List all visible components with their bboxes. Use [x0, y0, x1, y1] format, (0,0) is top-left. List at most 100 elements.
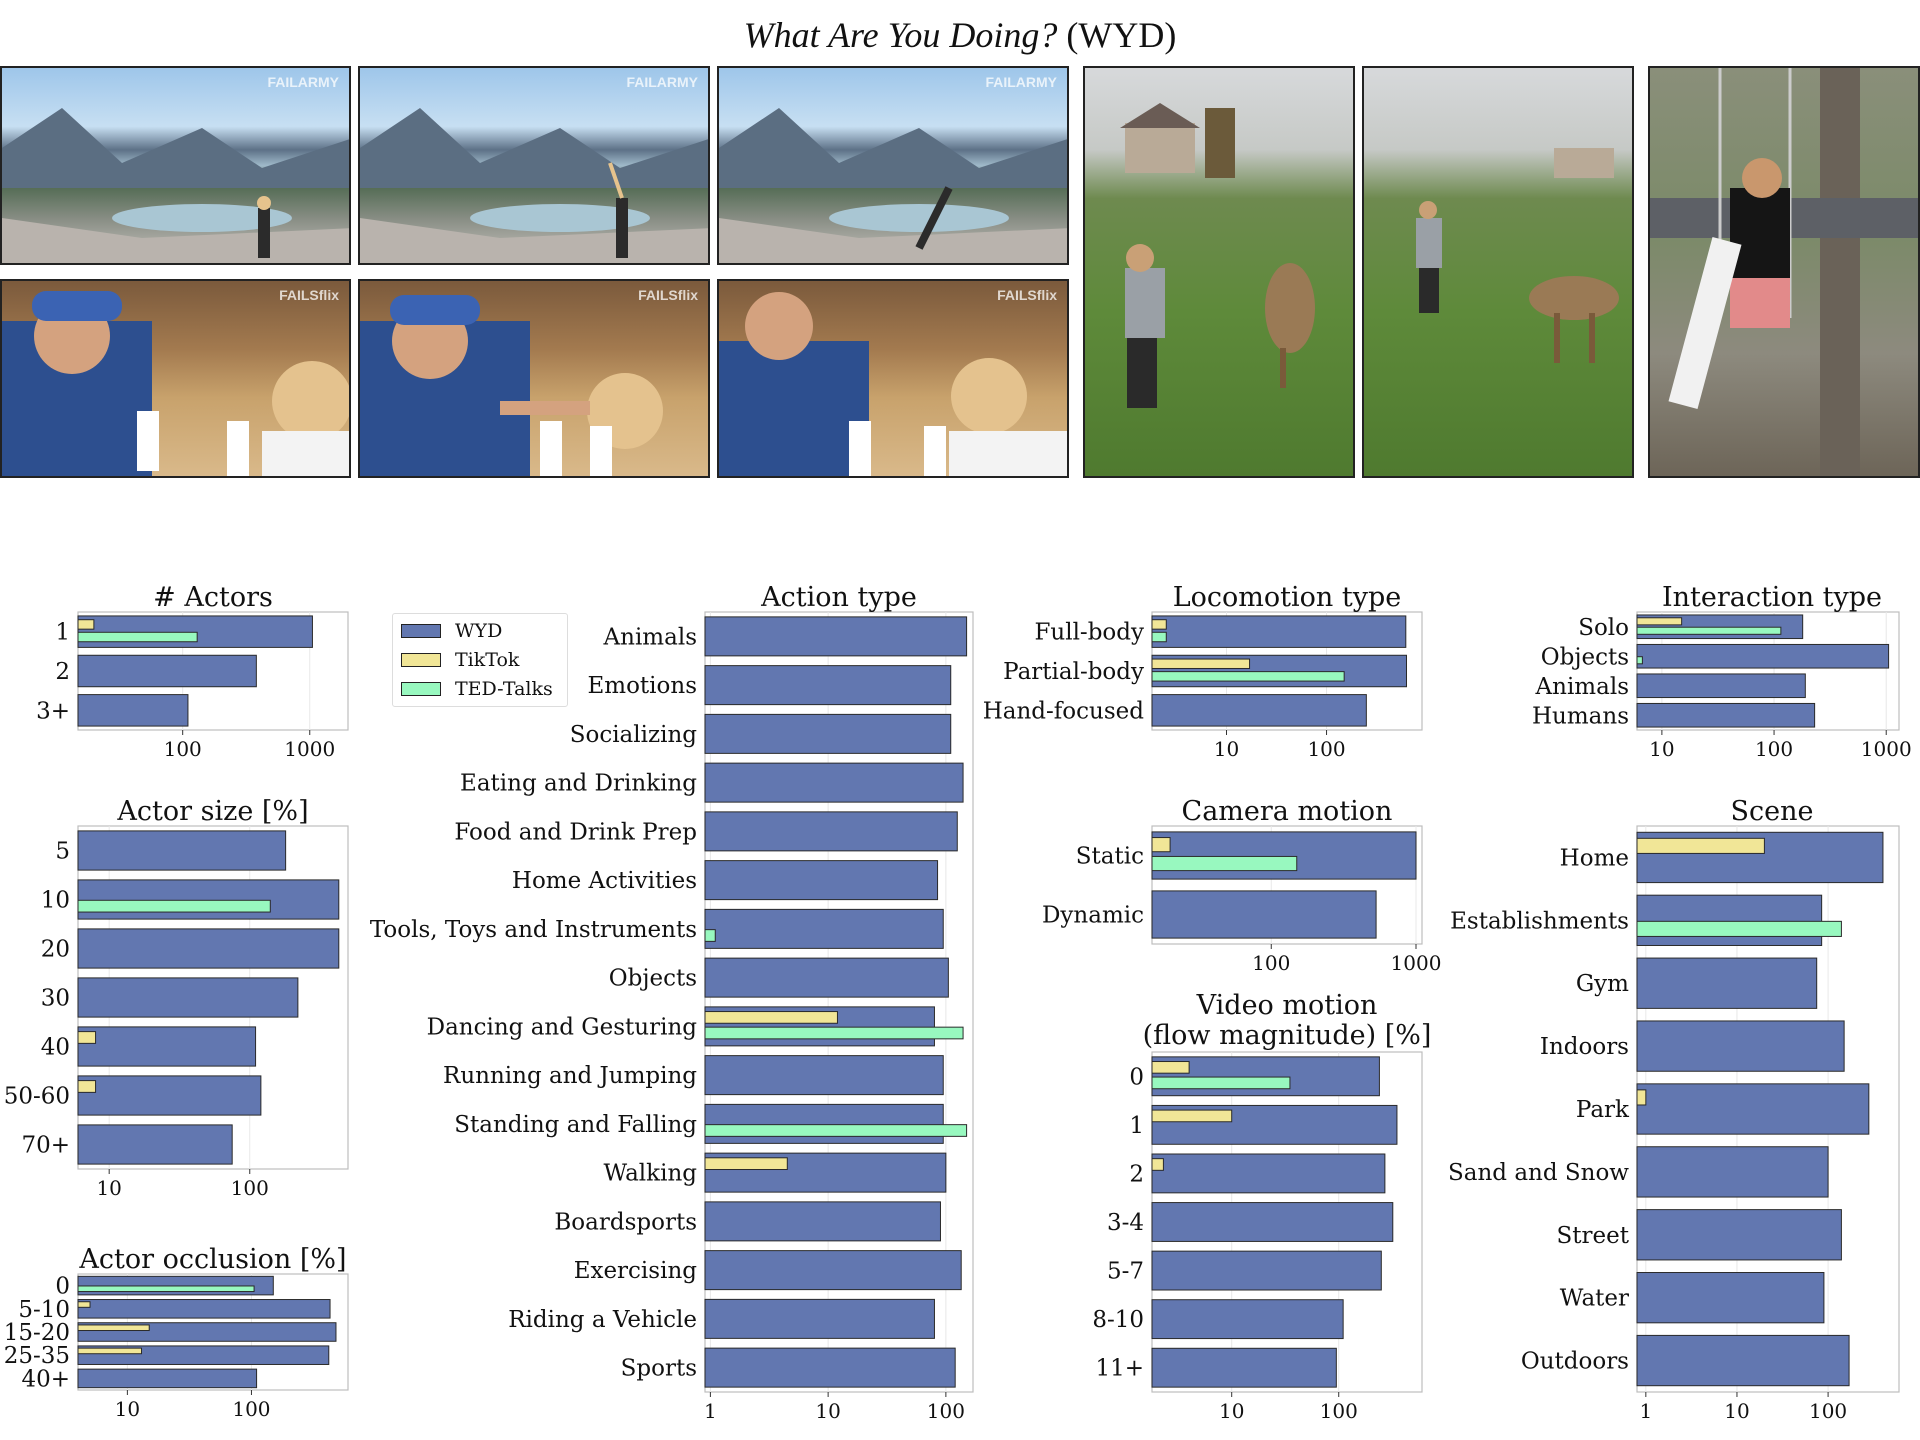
category-label: Boardsports — [554, 1209, 697, 1235]
bar-wyd — [704, 1250, 962, 1291]
chart-title: Action type — [760, 582, 917, 613]
category-label: Exercising — [574, 1258, 698, 1284]
bar-tiktok — [1636, 617, 1683, 626]
chart-locomotion-type: Locomotion type 10 100 Full-body Partial-bod… — [983, 582, 1423, 761]
bar-ted-talks — [1636, 920, 1842, 937]
bar-wyd — [77, 1075, 262, 1116]
bar-wyd — [1151, 694, 1367, 727]
bar-wyd — [704, 665, 952, 706]
bar-wyd — [1636, 894, 1823, 946]
chart-title: Actor size [%] — [116, 796, 308, 827]
chart-actors: # Actors 100 1000 1 2 3+ — [36, 582, 349, 761]
category-label: Hand-focused — [983, 698, 1145, 724]
bar-ted-talks — [1151, 671, 1345, 682]
bar-tiktok — [77, 1080, 97, 1093]
category-label: Dancing and Gesturing — [427, 1014, 698, 1040]
lawn-deer-scene-1 — [1120, 103, 1315, 408]
category-label: 25-35 — [4, 1343, 70, 1369]
bar-wyd — [77, 1124, 233, 1165]
bar-ted-talks — [1151, 631, 1167, 643]
category-label: Park — [1576, 1097, 1630, 1123]
chart-camera-motion: Camera motion 100 1000 Static Dynamic — [1042, 796, 1441, 975]
video-frame: FAILARMY — [0, 66, 351, 265]
category-label: 30 — [41, 986, 70, 1012]
category-label: 20 — [41, 937, 70, 963]
bar-wyd — [77, 694, 189, 727]
category-label: 5 — [55, 839, 70, 865]
lawn-deer-scene-2 — [1416, 148, 1619, 363]
tick-label: 100 — [1809, 1399, 1847, 1423]
chart-interaction-type: Interaction type 10 100 1000 Solo Objects Anim… — [1532, 582, 1912, 761]
bar-tiktok — [1151, 1158, 1164, 1171]
tick-label: 10 — [1649, 737, 1674, 761]
category-label: Static — [1076, 844, 1144, 870]
bar-wyd — [704, 1201, 941, 1242]
bar-wyd — [1151, 1347, 1337, 1388]
bar-ted-talks — [704, 929, 716, 942]
chart-title: (flow magnitude) [%] — [1143, 1020, 1432, 1051]
tick-label: 100 — [232, 1397, 270, 1421]
bar-wyd — [704, 860, 939, 901]
legend: WYD TikTok TED-Talks — [392, 613, 568, 707]
video-frame — [1648, 66, 1920, 478]
category-label: 3-4 — [1107, 1210, 1144, 1236]
video-frame — [1362, 66, 1634, 478]
chart-title: Camera motion — [1182, 796, 1393, 827]
category-label: Dynamic — [1042, 903, 1144, 929]
category-label: Home Activities — [512, 868, 697, 894]
bar-wyd — [77, 615, 313, 648]
tick-label: 10 — [815, 1399, 840, 1423]
tick-label: 100 — [164, 737, 202, 761]
bar-ted-talks — [1151, 1076, 1291, 1090]
bar-tiktok — [77, 1301, 91, 1308]
category-label: Sports — [621, 1356, 697, 1382]
bar-wyd — [704, 1347, 956, 1388]
category-label: Standing and Falling — [454, 1112, 697, 1138]
watermark: FAILSflix — [638, 287, 698, 303]
legend-swatch — [401, 653, 441, 667]
tick-label: 10 — [115, 1397, 140, 1421]
bar-wyd — [1636, 673, 1806, 699]
chart-scene: Scene 1 10 100 Home Establishments Gym Indoors P… — [1448, 796, 1900, 1423]
bar-tiktok — [1636, 1089, 1647, 1106]
bar-tiktok — [1151, 837, 1171, 853]
tick-label: 10 — [1724, 1399, 1749, 1423]
legend-label: TED-Talks — [455, 678, 553, 700]
tick-label: 100 — [927, 1399, 965, 1423]
category-label: Sand and Snow — [1448, 1160, 1629, 1186]
bar-tiktok — [1151, 1109, 1233, 1123]
tick-label: 100 — [1307, 737, 1345, 761]
watermark: FAILARMY — [267, 74, 339, 90]
bar-ted-talks — [77, 899, 271, 913]
category-label: 2 — [55, 659, 70, 685]
bar-wyd — [1636, 1209, 1842, 1261]
chart-title: Actor occlusion [%] — [78, 1244, 346, 1275]
bar-wyd — [704, 616, 968, 657]
bar-wyd — [1151, 615, 1407, 648]
category-label: Humans — [1532, 703, 1629, 729]
category-label: Establishments — [1450, 908, 1629, 934]
category-label: 3+ — [36, 698, 70, 724]
category-label: 10 — [41, 888, 70, 914]
legend-item-ted-talks: TED-Talks — [401, 678, 553, 700]
bar-ted-talks — [704, 1124, 968, 1137]
legend-item-wyd: WYD — [401, 620, 502, 642]
legend-label: WYD — [455, 620, 503, 642]
tick-label: 1 — [1639, 1399, 1652, 1423]
category-label: Walking — [603, 1161, 697, 1187]
category-label: 50-60 — [4, 1084, 70, 1110]
tick-label: 100 — [1320, 1399, 1358, 1423]
restaurant-scene-3 — [719, 292, 1067, 476]
bar-wyd — [1151, 1056, 1380, 1097]
category-label: Objects — [1541, 644, 1629, 670]
chart-video-motion-flow-magnitude: Video motion(flow magnitude) [%] 10 100 0 1 2… — [1092, 990, 1431, 1423]
category-label: 5-7 — [1107, 1259, 1144, 1285]
bar-wyd — [77, 977, 299, 1018]
figure-title: What Are You Doing? (WYD) — [0, 14, 1920, 56]
tick-label: 1000 — [1861, 737, 1912, 761]
bar-tiktok — [1151, 1061, 1190, 1074]
watermark: FAILARMY — [626, 74, 698, 90]
category-label: Street — [1557, 1223, 1630, 1249]
category-label: Partial-body — [1003, 659, 1144, 685]
tick-label: 1000 — [1391, 951, 1442, 975]
